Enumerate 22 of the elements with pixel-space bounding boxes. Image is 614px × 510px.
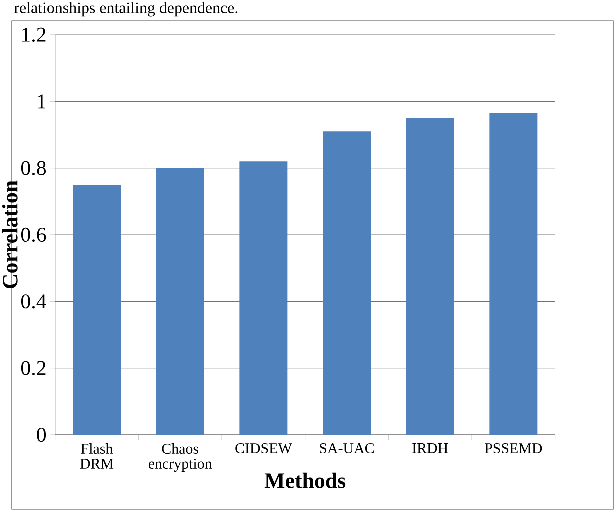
y-tick-label: 0.4 — [21, 294, 46, 309]
bar — [490, 113, 538, 435]
x-tick-label: IRDH — [412, 444, 448, 454]
bar — [406, 118, 454, 435]
x-tick-label: CIDSEW — [236, 444, 292, 454]
y-tick-label: 0.2 — [21, 361, 46, 376]
y-tick-label: 1 — [38, 94, 46, 109]
bar — [156, 168, 204, 435]
y-tick-label: 0.6 — [21, 228, 46, 242]
x-tick-label: PSSEMD — [485, 444, 542, 454]
x-tick-label: Flash DRM — [80, 444, 114, 469]
y-tick-label: 0 — [37, 428, 46, 442]
y-tick-label: 0.8 — [21, 161, 46, 176]
bar — [240, 162, 288, 435]
bar — [73, 184, 121, 435]
x-tick-label: SA-UAC — [320, 444, 374, 454]
y-axis-title: Correlation — [2, 180, 18, 288]
x-tick-label: Chaos encryption — [148, 444, 212, 472]
text: relationships entailing dependence. — [14, 2, 238, 17]
bar — [323, 132, 372, 435]
y-tick-label: 1.2 — [22, 28, 46, 42]
x-axis-title: Methods — [264, 472, 346, 488]
